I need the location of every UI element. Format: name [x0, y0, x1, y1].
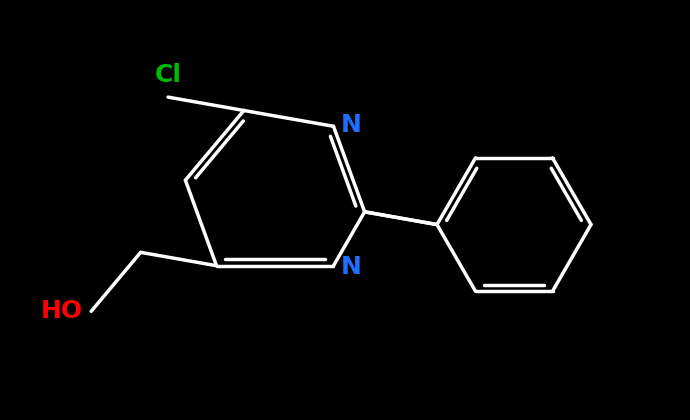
- Text: N: N: [340, 113, 362, 137]
- Text: N: N: [340, 255, 362, 279]
- Text: HO: HO: [41, 299, 83, 323]
- Text: Cl: Cl: [155, 63, 181, 87]
